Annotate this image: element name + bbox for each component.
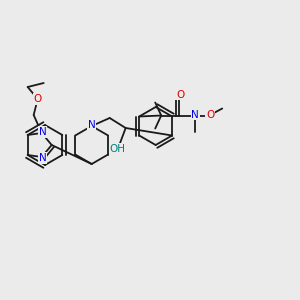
Text: N: N (39, 127, 46, 137)
Text: N: N (88, 120, 96, 130)
Text: O: O (206, 110, 214, 121)
Text: OH: OH (110, 144, 126, 154)
Text: O: O (34, 94, 42, 104)
Text: O: O (176, 89, 184, 100)
Text: N: N (39, 153, 46, 163)
Text: N: N (191, 110, 199, 119)
